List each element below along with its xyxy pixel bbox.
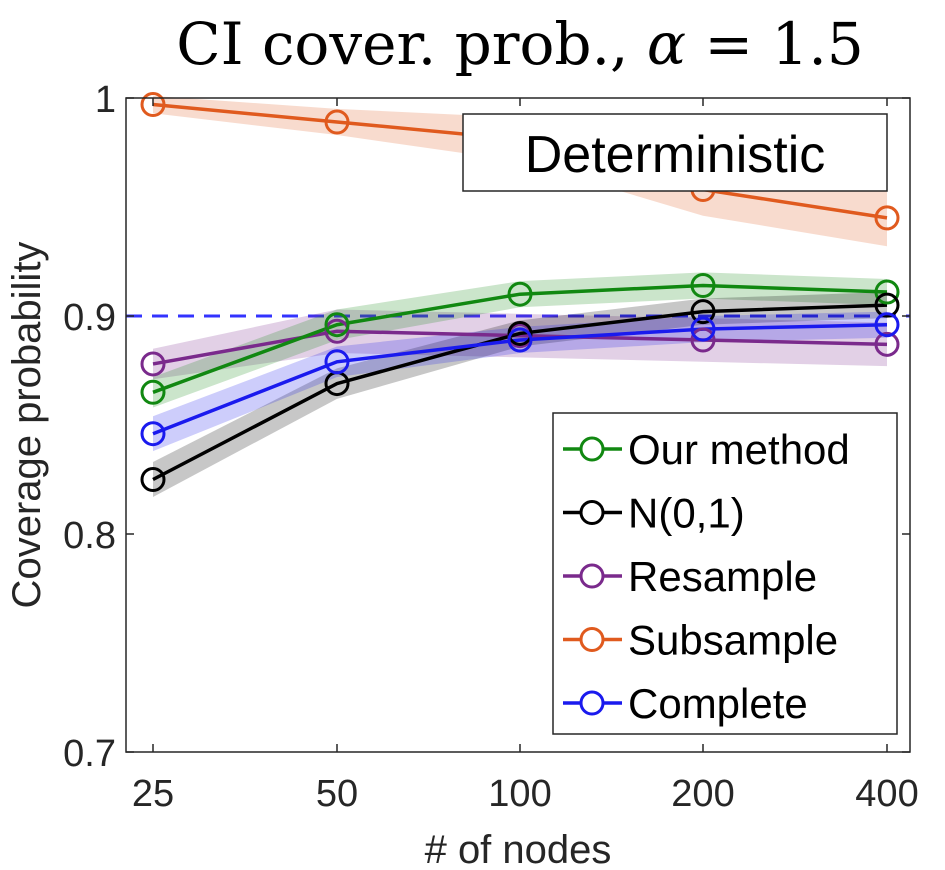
x-tick-label: 100 bbox=[488, 773, 551, 815]
legend-label-n01: N(0,1) bbox=[628, 490, 745, 537]
axes-box bbox=[125, 97, 911, 753]
point-n01 bbox=[140, 467, 166, 492]
point-complete bbox=[690, 316, 716, 342]
legend-label-subsample: Subsample bbox=[628, 617, 838, 664]
point-our_method bbox=[140, 379, 166, 405]
point-our_method bbox=[690, 272, 716, 298]
point-n01 bbox=[690, 299, 716, 325]
point-resample bbox=[690, 327, 716, 353]
point-subsample bbox=[324, 109, 350, 135]
point-complete bbox=[324, 349, 350, 375]
y-tick-label: 1 bbox=[95, 79, 116, 121]
x-axis-label: # of nodes bbox=[425, 828, 612, 870]
point-complete bbox=[874, 312, 900, 338]
series-line-complete bbox=[152, 322, 888, 436]
point-resample bbox=[324, 318, 350, 344]
point-complete bbox=[140, 421, 166, 447]
annotation-text: Deterministic bbox=[525, 126, 826, 184]
point-subsample bbox=[874, 205, 900, 231]
point-n01 bbox=[507, 320, 533, 346]
legend-marker-our_method bbox=[579, 436, 605, 462]
point-resample bbox=[140, 351, 166, 377]
x-tick-label: 50 bbox=[316, 773, 358, 815]
legend-label-resample: Resample bbox=[628, 553, 817, 600]
annotation-box bbox=[462, 113, 888, 192]
point-our_method bbox=[874, 279, 900, 305]
legend-label-our_method: Our method bbox=[628, 426, 850, 473]
legend-marker-n01 bbox=[579, 500, 605, 525]
y-tick-label: 0.9 bbox=[63, 297, 116, 339]
point-our_method bbox=[324, 312, 350, 338]
legend-marker-subsample bbox=[579, 627, 605, 652]
y-axis-label: Coverage probability bbox=[5, 242, 49, 609]
point-n01 bbox=[874, 292, 900, 318]
point-complete bbox=[507, 327, 533, 353]
y-tick-label: 0.7 bbox=[63, 733, 116, 775]
point-resample bbox=[874, 331, 900, 357]
series-line-n01 bbox=[152, 303, 888, 482]
series-line-our_method bbox=[152, 283, 888, 394]
legend: Our method N(0,1) Resample Subsample Complet… bbox=[552, 412, 898, 735]
chart-title: CI cover. prob., α = 1.5 bbox=[176, 10, 864, 78]
legend-box bbox=[552, 412, 898, 735]
point-our_method bbox=[507, 281, 533, 307]
x-tick-label: 200 bbox=[671, 773, 734, 815]
y-tick-label: 0.8 bbox=[63, 515, 116, 557]
deterministic-annotation: Deterministic bbox=[462, 113, 888, 192]
x-tick-label: 25 bbox=[132, 773, 174, 815]
x-tick-label: 400 bbox=[855, 773, 918, 815]
legend-label-complete: Complete bbox=[628, 680, 808, 727]
legend-marker-complete bbox=[579, 690, 605, 716]
point-subsample bbox=[140, 92, 166, 118]
series-line-resample bbox=[152, 329, 888, 366]
legend-marker-resample bbox=[579, 563, 605, 589]
